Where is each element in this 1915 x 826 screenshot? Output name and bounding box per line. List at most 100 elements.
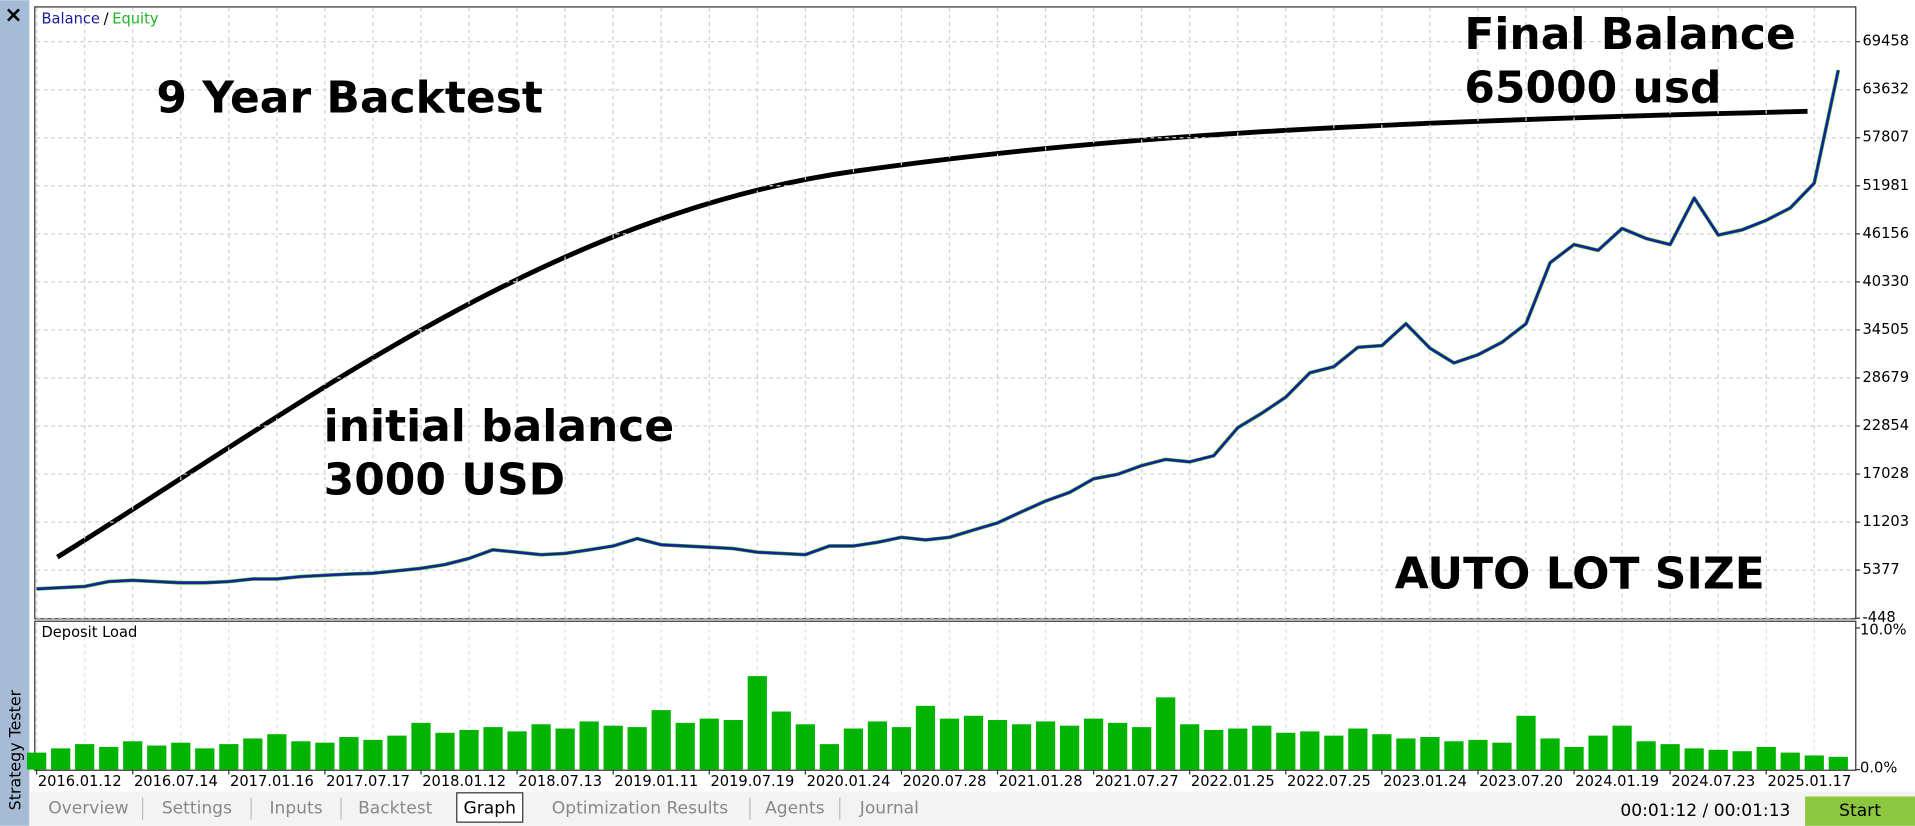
load-bar <box>1588 735 1608 770</box>
load-panel-title: Deposit Load <box>42 624 138 641</box>
load-bar <box>771 711 791 770</box>
tab[interactable]: Graph <box>464 799 516 819</box>
load-bar <box>1035 721 1056 770</box>
load-bar <box>171 742 191 770</box>
load-bar <box>27 752 47 770</box>
y-tick-label: 57807 <box>1862 129 1909 146</box>
load-bar <box>1084 718 1104 770</box>
side-panel <box>0 0 30 826</box>
close-button[interactable]: × <box>4 3 22 28</box>
x-tick-label: 2020.07.28 <box>903 773 987 790</box>
load-bar <box>1756 746 1776 770</box>
x-tick-label: 2021.07.27 <box>1095 773 1179 790</box>
y-tick-label: 51981 <box>1862 177 1909 194</box>
tab[interactable]: Backtest <box>358 799 433 819</box>
x-tick-label: 2016.07.14 <box>134 773 218 790</box>
load-bar <box>963 715 984 770</box>
x-tick-label: 2023.07.20 <box>1479 773 1563 790</box>
load-bar <box>1540 738 1560 770</box>
x-tick-label: 2018.07.13 <box>518 773 602 790</box>
load-bar <box>1204 729 1224 770</box>
load-bar <box>867 721 888 770</box>
load-bar <box>699 718 719 770</box>
y-tick-label: 17028 <box>1862 465 1909 482</box>
y-tick-label: 46156 <box>1862 225 1909 242</box>
load-bar <box>627 727 647 770</box>
legend-entry: Balance <box>42 11 100 28</box>
annotation: AUTO LOT SIZE <box>1395 549 1765 600</box>
load-bar <box>1108 722 1128 770</box>
x-tick-label: 2022.01.25 <box>1191 773 1275 790</box>
load-bar <box>819 744 839 770</box>
y2-tick-label: 10.0% <box>1860 621 1907 638</box>
load-bar <box>1252 725 1272 770</box>
load-bar <box>1492 742 1512 770</box>
load-bar <box>843 728 864 770</box>
load-bar <box>1804 755 1824 770</box>
load-bar <box>1468 739 1488 770</box>
annotation: initial balance <box>324 401 675 452</box>
tab[interactable]: Journal <box>859 799 919 819</box>
load-bar <box>387 735 407 770</box>
x-tick-label: 2025.01.17 <box>1767 773 1851 790</box>
annotation: 3000 USD <box>324 455 565 506</box>
load-bar <box>1684 748 1704 770</box>
load-bar <box>891 727 912 770</box>
tab-active-bg[interactable] <box>456 792 524 823</box>
start-button[interactable]: Start <box>1839 801 1881 821</box>
annotation: 9 Year Backtest <box>156 72 543 123</box>
side-label: Strategy Tester <box>5 689 24 810</box>
load-bar <box>939 718 960 770</box>
y-tick-label: 22854 <box>1862 417 1909 434</box>
load-bar <box>1228 728 1248 770</box>
tab[interactable]: Settings <box>162 799 232 819</box>
load-bar <box>75 744 95 770</box>
load-panel-frame <box>34 620 1857 771</box>
load-bar <box>1324 735 1344 770</box>
annotation: 65000 usd <box>1464 63 1721 114</box>
load-bar <box>1059 725 1080 770</box>
load-bar <box>1156 697 1176 770</box>
x-tick-label: 2024.01.19 <box>1575 773 1659 790</box>
load-bar <box>1180 724 1200 770</box>
tab[interactable]: Overview <box>48 799 128 819</box>
load-bar <box>1732 751 1752 770</box>
load-bar <box>1372 734 1392 770</box>
load-bar <box>531 724 551 770</box>
load-bar <box>1780 752 1800 770</box>
load-bar <box>507 731 527 770</box>
load-bar <box>219 744 239 770</box>
load-bar <box>1612 725 1632 770</box>
load-bar <box>723 720 743 770</box>
load-bar <box>675 722 695 770</box>
y2-tick-label: 0.0% <box>1860 759 1897 776</box>
load-bar <box>99 746 119 770</box>
legend-entry: Equity <box>112 11 159 28</box>
load-bar <box>1396 738 1416 770</box>
x-tick-label: 2022.07.25 <box>1287 773 1371 790</box>
load-bar <box>1660 744 1680 770</box>
y-tick-label: 5377 <box>1862 561 1899 578</box>
start-button-bg[interactable] <box>1805 796 1915 826</box>
load-bar <box>147 745 167 770</box>
load-bar <box>579 721 599 770</box>
annotation: Final Balance <box>1464 9 1795 60</box>
load-bar <box>435 732 455 770</box>
load-bar <box>483 727 503 770</box>
load-bar <box>411 722 431 770</box>
tab[interactable]: Inputs <box>269 799 322 819</box>
load-bar <box>243 738 263 770</box>
y-tick-label: 69458 <box>1862 33 1909 50</box>
tab[interactable]: Optimization Results <box>552 799 728 819</box>
tab[interactable]: Agents <box>765 799 825 819</box>
load-bar <box>1708 749 1728 770</box>
y-tick-label: 34505 <box>1862 321 1909 338</box>
x-tick-label: 2019.07.19 <box>710 773 794 790</box>
line-balance <box>36 69 1840 591</box>
y-tick-label: 11203 <box>1862 513 1909 530</box>
y-tick-label: 40330 <box>1862 273 1909 290</box>
load-bar <box>51 748 71 770</box>
x-tick-label: 2018.01.12 <box>422 773 506 790</box>
